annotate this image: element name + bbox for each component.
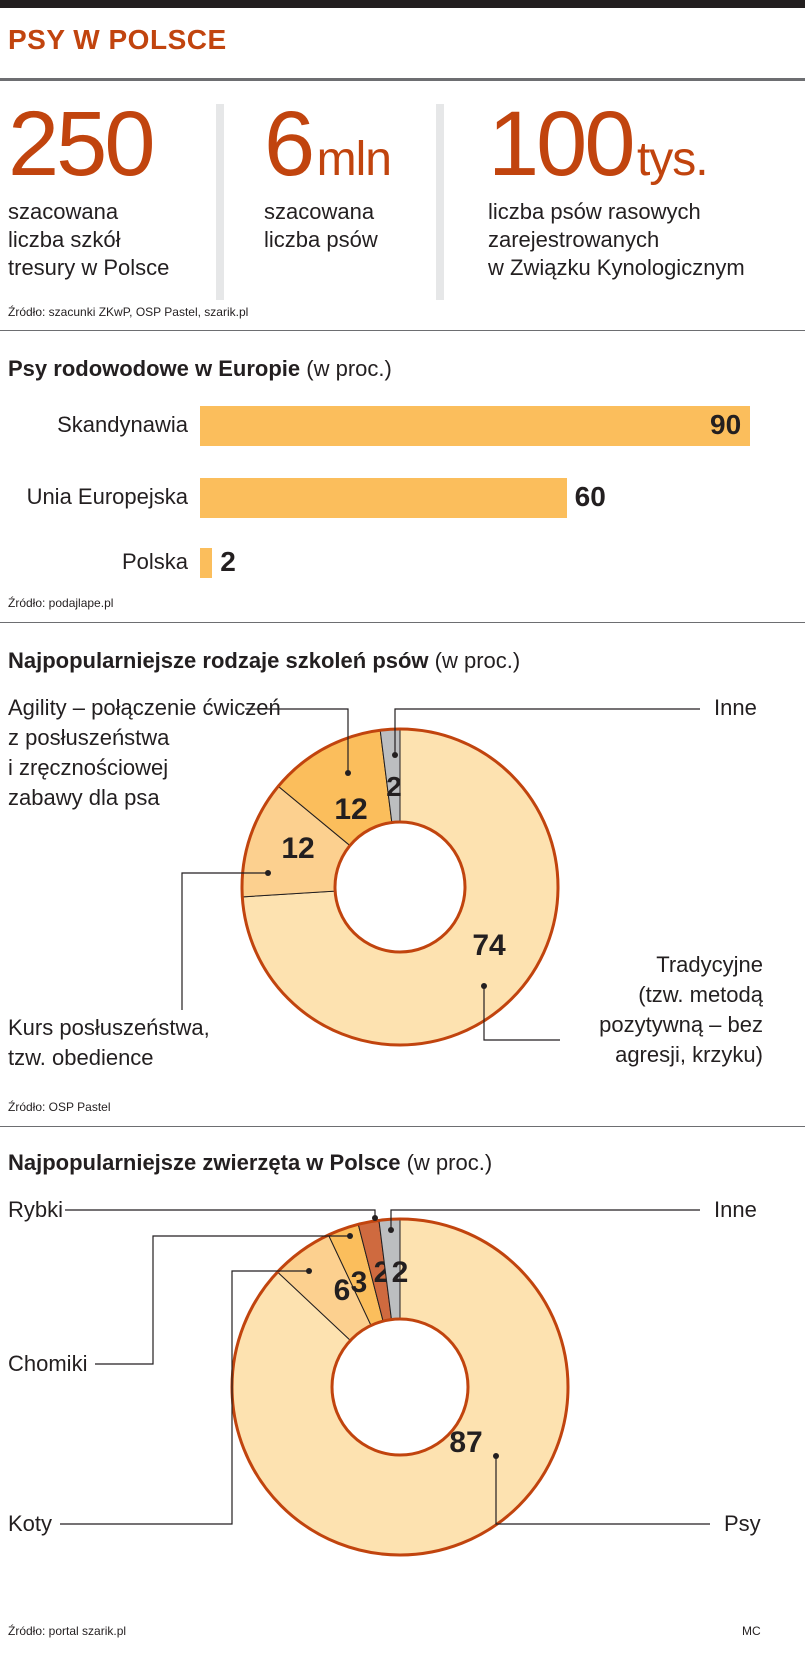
bar-chart-source: Źródło: podajlape.pl [8,596,114,610]
training-donut-chart: 74 12 12 2 [181,708,700,1047]
label-chomiki: Chomiki [8,1351,88,1376]
label-tradycyjne: Tradycyjne (tzw. metodą pozytywną – bez … [599,950,763,1070]
label-line: z posłuszeństwa [8,725,170,750]
label-kurs: Kurs posłuszeństwa, tzw. obedience [8,1013,210,1073]
stat-unit: mln [316,133,392,186]
stat-desc-line: szacowana [8,199,119,224]
leader-dot [481,983,487,989]
slice-value-label: 87 [449,1426,482,1459]
stat-desc-line: liczba psów rasowych [488,199,701,224]
label-line: pozytywną – bez [599,1012,763,1037]
bar-value: 2 [220,546,236,577]
label-koty: Koty [8,1511,53,1536]
stat-unit: tys. [636,133,709,186]
bar [200,548,213,578]
leader-line-koty [60,1270,309,1525]
leader-dot [345,770,351,776]
credit: MC [742,1624,761,1638]
pets-chart-title: Najpopularniejsze zwierzęta w Polsce (w … [8,1150,492,1176]
label-line: tzw. obedience [8,1045,154,1070]
training-chart-title: Najpopularniejsze rodzaje szkoleń psów (… [8,648,520,674]
label-line: Kurs posłuszeństwa, [8,1015,210,1040]
stat-separator [436,104,444,300]
section-divider [0,330,805,331]
leader-line-psy [495,1456,710,1525]
stat-desc-line: zarejestrowanych [488,227,660,252]
slice-value-label: 12 [334,793,367,826]
stat-desc-line: w Związku Kynologicznym [488,255,745,280]
label-agility: Agility – połączenie ćwiczeń z posłuszeń… [8,693,281,813]
leader-dot [392,752,398,758]
donut-inner-ring [333,820,467,954]
stat-schools: 250 szacowana liczba szkół tresury w Pol… [8,98,169,282]
chart-title-bold: Psy rodowodowe w Europie [8,356,301,381]
leader-line-kurs [181,872,268,1010]
bar-value: 60 [574,481,606,512]
leader-line-tradycyjne [483,986,560,1041]
pets-donut-chart: 876 3 2 2 [60,1209,710,1557]
slice-value-label: 3 [351,1266,368,1299]
label-line: Tradycyjne [656,952,763,977]
leader-line-inne [390,1209,700,1230]
bar-chart: Skandynawia 90 Unia Europejska 60 Polska 2 [0,390,805,610]
bar-value: 90 [710,409,742,440]
stat-separator [216,104,224,300]
chart-title-bold: Najpopularniejsze zwierzęta w Polsce [8,1150,401,1175]
section-divider [0,622,805,623]
label-rybki: Rybki [8,1197,64,1222]
chart-title-bold: Najpopularniejsze rodzaje szkoleń psów [8,648,429,673]
leader-dot [388,1227,394,1233]
leader-line-rybki [65,1209,376,1218]
label-line: (tzw. metodą [638,982,763,1007]
stat-number: 250 [8,93,156,195]
top-bar [0,0,805,8]
label-line: i zręcznościowej [8,755,169,780]
leader-line-chomiki [95,1235,350,1365]
chart-title-unit: (w proc.) [406,1150,493,1175]
slice-value-label: 12 [281,832,314,865]
bar-label: Polska [121,549,188,574]
stat-dogs: 6 mln szacowana liczba psów [264,98,392,254]
bar [200,478,567,518]
bar-chart-title: Psy rodowodowe w Europie (w proc.) [8,356,392,382]
label-line: Agility – połączenie ćwiczeń [8,695,281,720]
slice-value-label: 6 [334,1274,351,1307]
leader-dot [493,1453,499,1459]
pets-chart-source: Źródło: portal szarik.pl [8,1624,127,1638]
slice-value-label: 74 [472,929,506,962]
label-line: agresji, krzyku) [615,1042,763,1067]
section-divider [0,1126,805,1127]
stat-number: 100 [488,93,635,195]
bar-label: Skandynawia [57,412,188,437]
stat-pedigree: 100 tys. liczba psów rasowych zarejestro… [488,98,745,282]
donut-outer-ring [240,727,560,1047]
stats-source: Źródło: szacunki ZKwP, OSP Pastel, szari… [8,305,249,319]
stat-desc-line: liczba psów [264,227,378,252]
training-chart-source: Źródło: OSP Pastel [8,1100,111,1114]
stat-desc-line: szacowana [264,199,375,224]
slice-value-label: 2 [392,1256,409,1289]
page-title: PSY W POLSCE [8,24,227,55]
chart-title-unit: (w proc.) [434,648,521,673]
chart-title-unit: (w proc.) [306,356,392,381]
leader-dot [347,1233,353,1239]
label-inne: Inne [714,1197,757,1222]
leader-line-agility [245,708,349,773]
leader-lines [181,708,700,1041]
label-psy: Psy [724,1511,761,1536]
title-divider [0,78,805,81]
label-line: zabawy dla psa [8,785,160,810]
leader-line-inne [394,708,700,755]
leader-dot [372,1215,378,1221]
bar-label: Unia Europejska [26,484,188,509]
stat-desc-line: liczba szkół [8,227,121,252]
donut-inner-ring [330,1317,470,1457]
leader-dot [265,870,271,876]
label-inne: Inne [714,695,757,720]
bar [200,406,750,446]
slice-value-label: 2 [386,771,402,802]
stat-desc-line: tresury w Polsce [8,255,170,280]
stat-number: 6 [264,93,315,195]
leader-dot [306,1268,312,1274]
